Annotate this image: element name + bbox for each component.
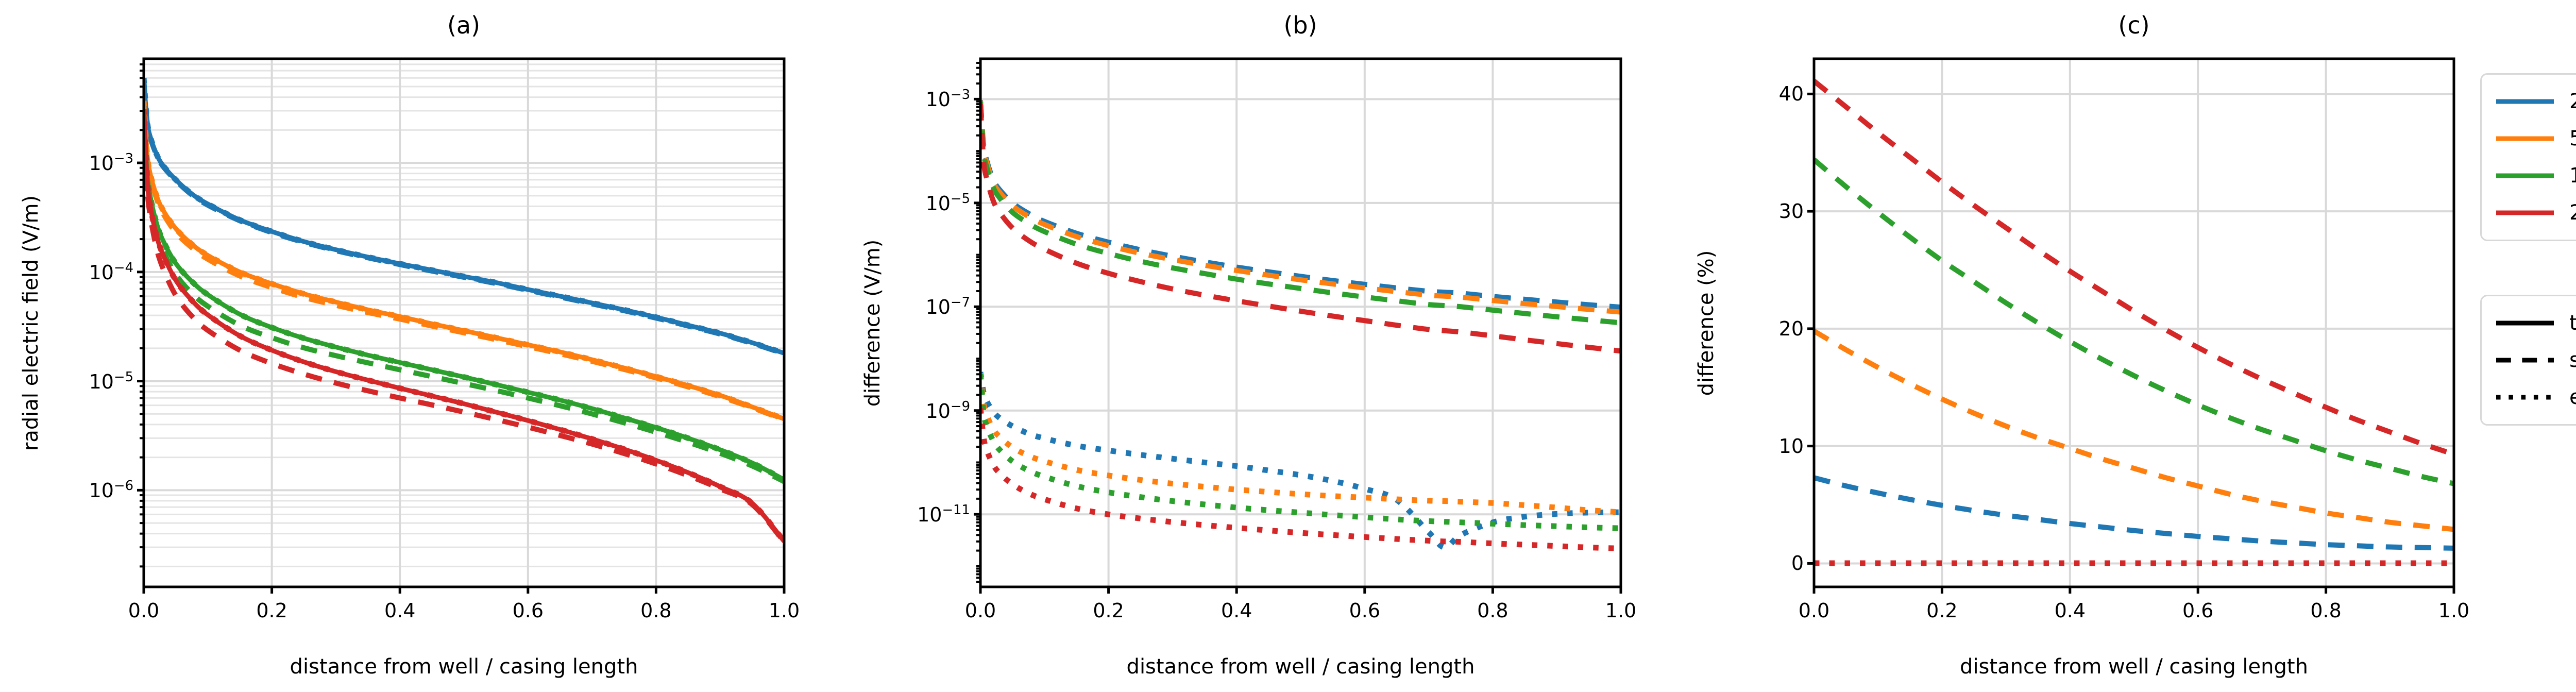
ytick-label: 10−9 <box>925 398 970 423</box>
panel-b-title: (b) <box>1283 11 1317 39</box>
panel-c-xlabel: distance from well / casing length <box>1960 655 2308 679</box>
legend-item-label: 2000 m <box>2569 201 2576 225</box>
xtick-label: 0.0 <box>1798 599 1830 622</box>
xtick-label: 0.2 <box>1093 599 1124 622</box>
legend-style-line <box>2494 315 2556 331</box>
ytick-label: 10−5 <box>89 369 133 393</box>
ytick-label: 10−7 <box>925 295 970 319</box>
legend-item[interactable]: true casing <box>2482 305 2576 342</box>
ytick-label: 20 <box>1778 317 1804 340</box>
xtick-label: 0.0 <box>964 599 996 622</box>
xtick-label: 1.0 <box>768 599 800 622</box>
legend-item-label: solid steel <box>2569 348 2576 372</box>
ytick-label: 40 <box>1778 82 1804 106</box>
panel-b-xlabel: distance from well / casing length <box>1126 655 1475 679</box>
legend-item[interactable]: 500 m <box>2482 120 2576 157</box>
legend-item-label: true casing <box>2569 311 2576 335</box>
xtick-label: 1.0 <box>1605 599 1637 622</box>
panel-c-title: (c) <box>2118 11 2150 39</box>
legend-models: true casing solid steel eq. conductance <box>2480 295 2576 426</box>
ytick-label: 0 <box>1791 552 1804 575</box>
legend-item[interactable]: eq. conductance <box>2482 379 2576 416</box>
legend-color-line <box>2494 205 2556 221</box>
ytick-label: 10−6 <box>89 478 133 502</box>
legend-item[interactable]: 2000 m <box>2482 194 2576 231</box>
ytick-label: 10 <box>1778 434 1804 458</box>
ytick-label: 10−4 <box>89 260 133 284</box>
xtick-label: 0.6 <box>512 599 544 622</box>
xtick-label: 1.0 <box>2438 599 2470 622</box>
ytick-label: 10−3 <box>925 87 970 111</box>
xtick-label: 0.6 <box>1349 599 1381 622</box>
ytick-label: 10−11 <box>917 502 970 527</box>
ytick-label: 30 <box>1778 200 1804 223</box>
ytick-label: 10−5 <box>925 191 970 215</box>
xtick-label: 0.2 <box>1926 599 1958 622</box>
legend-color-line <box>2494 168 2556 183</box>
panel-a-title: (a) <box>447 11 481 39</box>
xtick-label: 0.2 <box>256 599 287 622</box>
xtick-label: 0.4 <box>2054 599 2086 622</box>
legend-color-line <box>2494 94 2556 109</box>
legend-casing-lengths: 250 m 500 m 1000 m 2000 m <box>2480 73 2576 241</box>
xtick-label: 0.4 <box>384 599 416 622</box>
xtick-label: 0.4 <box>1221 599 1252 622</box>
legend-color-line <box>2494 131 2556 146</box>
legend-item[interactable]: 250 m <box>2482 83 2576 120</box>
xtick-label: 0.6 <box>2182 599 2214 622</box>
panel-a-xlabel: distance from well / casing length <box>290 655 638 679</box>
ytick-label: 10−3 <box>89 151 133 175</box>
xtick-label: 0.8 <box>2310 599 2342 622</box>
legend-item-label: 250 m <box>2569 90 2576 113</box>
legend-item-label: 1000 m <box>2569 164 2576 188</box>
legend-item-label: 500 m <box>2569 127 2576 150</box>
legend-item-label: eq. conductance <box>2569 385 2576 409</box>
legend-style-line <box>2494 390 2556 405</box>
xtick-label: 0.0 <box>128 599 160 622</box>
xtick-label: 0.8 <box>1477 599 1509 622</box>
legend-style-line <box>2494 352 2556 368</box>
xtick-label: 0.8 <box>640 599 672 622</box>
legend-item[interactable]: 1000 m <box>2482 157 2576 194</box>
legend-item[interactable]: solid steel <box>2482 342 2576 379</box>
